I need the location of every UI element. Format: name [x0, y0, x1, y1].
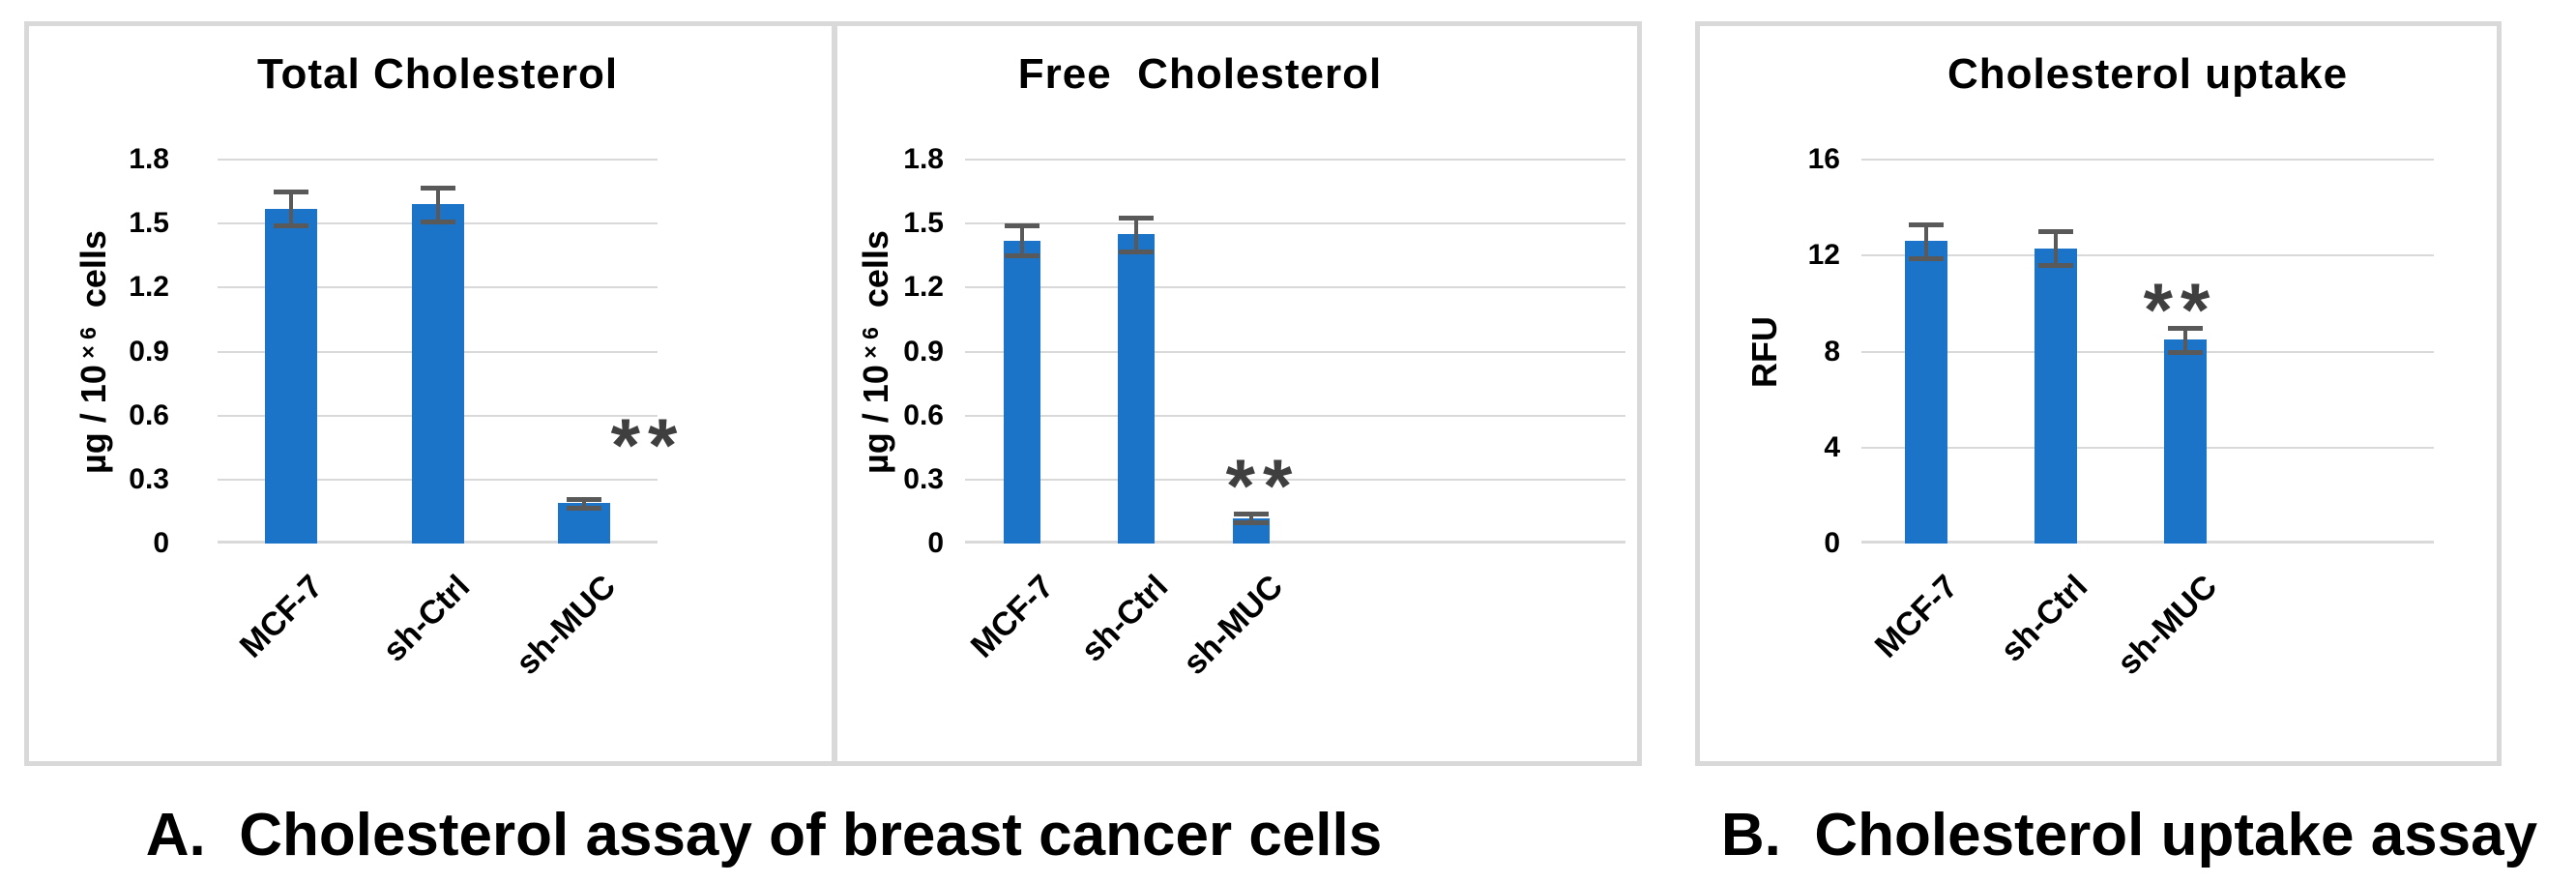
y-tick-label: 0.6: [903, 398, 944, 431]
chart-cholesterol-uptake: Cholesterol uptake RFU 0 4 8 12 16 MCF-7 sh-Ct…: [1695, 21, 2502, 766]
error-bar-cap: [420, 219, 455, 224]
error-bar-cap: [2038, 229, 2073, 235]
chart-total-cholesterol: Total Cholesterol µg / 10 × 6 cells 0 0.3…: [24, 21, 832, 766]
gridline: [218, 159, 658, 161]
bar-mcf-7: [1905, 241, 1947, 544]
y-tick-label: 0.6: [129, 398, 169, 431]
x-tick-label: sh-MUC: [509, 568, 624, 682]
bar-sh-ctrl: [1118, 234, 1156, 544]
y-tick-label: 1.5: [129, 207, 169, 240]
gridline: [1861, 159, 2434, 161]
gridline: [1861, 254, 2434, 257]
y-tick-label: 0.3: [903, 462, 944, 495]
gridline: [965, 541, 1625, 544]
y-tick-label: 1.2: [129, 271, 169, 304]
gridline: [1861, 446, 2434, 449]
panel-b-box: [1695, 21, 2502, 766]
error-bar-cap: [273, 190, 308, 195]
gridline: [965, 350, 1625, 353]
error-bar-cap: [1909, 255, 1944, 261]
error-bar: [1134, 217, 1139, 251]
y-tick-label: 1.8: [129, 143, 169, 175]
chart-title: Cholesterol uptake: [1947, 50, 2349, 98]
panel-a-divider: [832, 26, 837, 761]
error-bar-cap: [2168, 349, 2203, 355]
error-bar: [1924, 223, 1928, 258]
error-bar: [2183, 327, 2187, 352]
error-bar-cap: [1233, 512, 1269, 517]
x-tick-label: sh-MUC: [2110, 568, 2225, 682]
y-tick-label: 0.9: [129, 335, 169, 368]
error-bar: [1248, 514, 1253, 522]
y-tick-label: 8: [1824, 335, 1840, 368]
plot-area: 0 0.3 0.6 0.9 1.2 1.5 1.8 MCF-7 sh-Ctrl ** sh-MUC: [903, 145, 1625, 682]
bar-mcf-7: [264, 208, 317, 544]
error-bar-cap: [1233, 519, 1269, 525]
y-tick-label: 16: [1807, 143, 1840, 175]
gridline: [1861, 350, 2434, 353]
y-tick-label: 0: [927, 527, 944, 559]
x-tick-label: sh-Ctrl: [1993, 568, 2095, 669]
y-tick-label: 0: [153, 527, 169, 559]
x-tick-label: MCF-7: [1867, 568, 1966, 665]
bar-sh-ctrl: [411, 204, 464, 544]
chart-free-cholesterol: Free Cholesterol µg / 10 × 6 cells 0 0.3 0…: [833, 21, 1641, 766]
error-bar-cap: [567, 505, 602, 511]
chart-title: Total Cholesterol: [256, 50, 619, 98]
error-bar-cap: [2168, 325, 2203, 331]
y-tick-label: 1.5: [903, 207, 944, 240]
error-bar-cap: [420, 185, 455, 191]
error-bar-cap: [1119, 215, 1155, 221]
error-bar-cap: [2038, 263, 2073, 269]
bar-sh-muc: [2164, 339, 2207, 544]
x-tick-label: MCF-7: [232, 568, 331, 665]
error-bar-cap: [1005, 253, 1040, 259]
error-bar-cap: [567, 496, 602, 502]
gridline: [1861, 541, 2434, 544]
error-bar: [2054, 231, 2058, 266]
bar-sh-ctrl: [2034, 248, 2077, 544]
caption-panel-a: A. Cholesterol assay of breast cancer ce…: [145, 802, 1383, 868]
bar-mcf-7: [1004, 240, 1041, 544]
gridline: [965, 222, 1625, 225]
chart-title: Free Cholesterol: [1017, 50, 1383, 98]
error-bar: [1020, 225, 1025, 256]
y-tick-label: 0.3: [129, 462, 169, 495]
plot-area: 0 0.3 0.6 0.9 1.2 1.5 1.8 MCF-7 sh-Ctrl ** sh-MUC: [129, 145, 677, 682]
error-bar-cap: [1005, 223, 1040, 229]
gridline: [965, 286, 1625, 289]
x-tick-label: sh-Ctrl: [375, 568, 477, 669]
y-tick-label: 12: [1807, 239, 1840, 272]
error-bar: [582, 498, 587, 508]
gridline: [965, 159, 1625, 161]
y-tick-label: 4: [1824, 430, 1840, 463]
gridline: [965, 478, 1625, 481]
error-bar: [288, 191, 293, 226]
y-tick-label: 1.2: [903, 271, 944, 304]
error-bar-cap: [273, 223, 308, 229]
y-tick-label: 0.9: [903, 335, 944, 368]
error-bar-cap: [1909, 221, 1944, 227]
y-tick-label: 0: [1824, 527, 1840, 559]
error-bar-cap: [1119, 249, 1155, 254]
plot-area: 0 4 8 12 16 MCF-7 sh-Ctrl ** sh-MUC: [1808, 145, 2434, 682]
y-tick-label: 1.8: [903, 143, 944, 175]
error-bar: [435, 187, 440, 221]
caption-panel-b: B. Cholesterol uptake assay: [1720, 802, 2538, 868]
gridline: [965, 414, 1625, 417]
